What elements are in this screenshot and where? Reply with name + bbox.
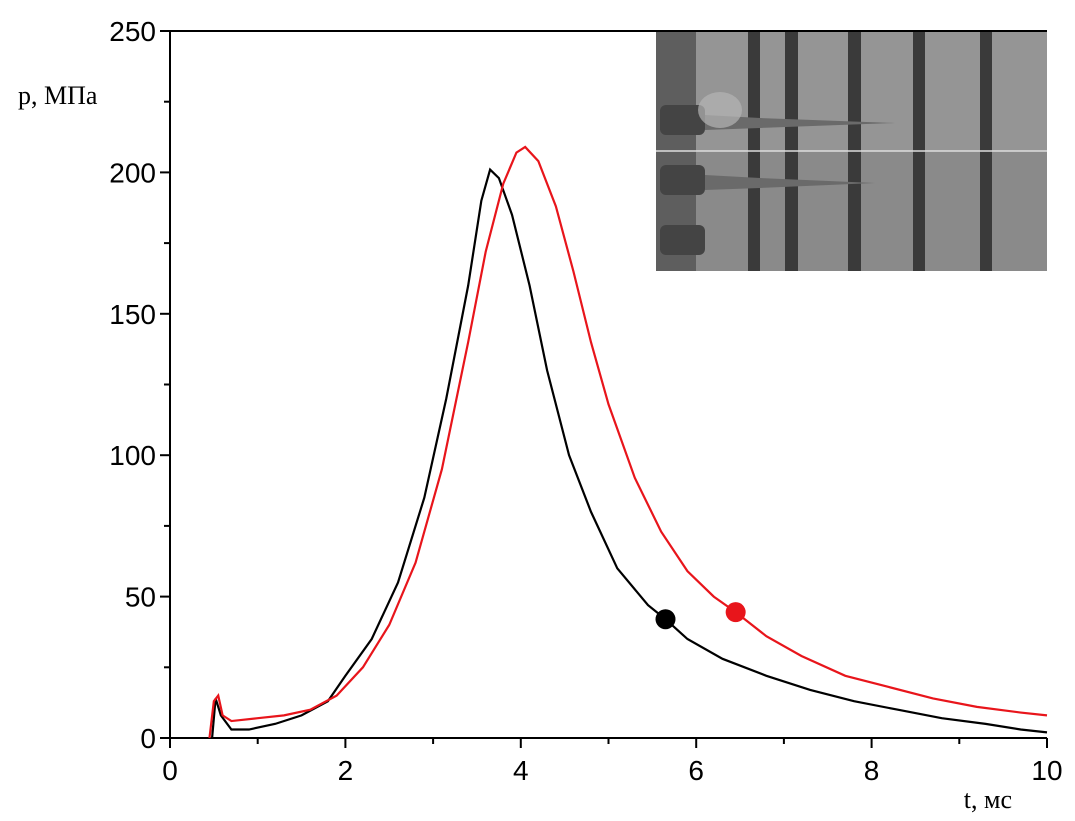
x-axis-label: t, мс <box>964 785 1012 814</box>
series-line <box>208 145 1048 739</box>
x-tick-label: 8 <box>864 755 880 786</box>
point-marker <box>655 609 676 630</box>
x-tick-label: 10 <box>1031 755 1062 786</box>
x-tick-label: 4 <box>513 755 529 786</box>
y-tick-label: 200 <box>109 157 156 188</box>
x-tick-label: 2 <box>338 755 354 786</box>
series-line <box>211 167 1048 739</box>
x-tick-label: 0 <box>162 755 178 786</box>
y-tick-label: 100 <box>109 440 156 471</box>
x-tick-label: 6 <box>688 755 704 786</box>
y-tick-label: 150 <box>109 299 156 330</box>
y-axis-label: p, МПа <box>18 81 98 110</box>
point-marker <box>725 602 746 623</box>
inset-photo <box>656 31 1047 271</box>
y-tick-label: 250 <box>109 16 156 47</box>
y-tick-label: 0 <box>140 723 156 754</box>
y-tick-label: 50 <box>125 582 156 613</box>
